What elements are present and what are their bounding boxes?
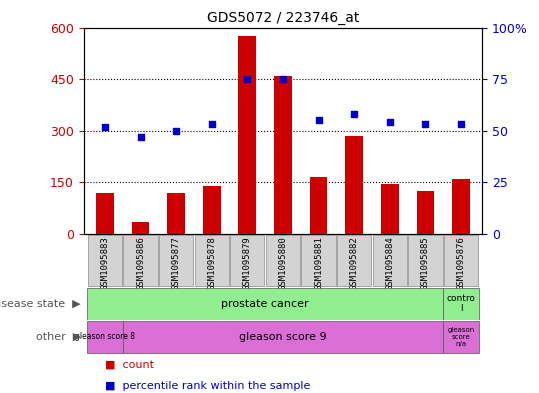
Point (421, 121, 430, 128)
Text: other  ▶: other ▶ (36, 332, 81, 342)
FancyBboxPatch shape (409, 235, 443, 286)
FancyBboxPatch shape (123, 321, 443, 353)
FancyBboxPatch shape (443, 321, 479, 353)
Text: contro
l: contro l (447, 294, 475, 313)
Text: GSM1095882: GSM1095882 (350, 237, 358, 290)
Text: GSM1095877: GSM1095877 (171, 237, 181, 290)
FancyBboxPatch shape (87, 288, 443, 320)
Point (208, 121, 216, 128)
Text: GSM1095880: GSM1095880 (279, 237, 287, 290)
Text: GSM1095884: GSM1095884 (385, 237, 395, 290)
Point (385, 119, 394, 125)
Text: GSM1095876: GSM1095876 (457, 237, 466, 290)
Text: GSM1095886: GSM1095886 (136, 237, 145, 290)
Text: GSM1095883: GSM1095883 (100, 237, 109, 290)
FancyBboxPatch shape (230, 235, 265, 286)
FancyBboxPatch shape (443, 288, 479, 320)
Title: GDS5072 / 223746_at: GDS5072 / 223746_at (207, 11, 359, 25)
Text: gleason score 8: gleason score 8 (75, 332, 135, 342)
Bar (167, 193, 185, 234)
Text: GSM1095881: GSM1095881 (314, 237, 323, 290)
Text: GSM1095878: GSM1095878 (208, 237, 216, 290)
FancyBboxPatch shape (266, 235, 300, 286)
FancyBboxPatch shape (373, 235, 407, 286)
Bar (452, 179, 470, 234)
Point (136, 134, 145, 140)
FancyBboxPatch shape (337, 235, 371, 286)
Bar (238, 36, 256, 234)
Text: GSM1095879: GSM1095879 (243, 237, 252, 290)
FancyBboxPatch shape (123, 235, 157, 286)
Bar (345, 136, 363, 234)
FancyBboxPatch shape (444, 235, 478, 286)
Text: GSM1095885: GSM1095885 (421, 237, 430, 290)
Text: ■  percentile rank within the sample: ■ percentile rank within the sample (105, 381, 310, 391)
Bar (203, 185, 220, 234)
FancyBboxPatch shape (301, 235, 336, 286)
FancyBboxPatch shape (88, 235, 122, 286)
Point (243, 76, 252, 82)
Point (101, 123, 109, 130)
Text: gleason score 9: gleason score 9 (239, 332, 327, 342)
FancyBboxPatch shape (195, 235, 229, 286)
Point (457, 121, 465, 128)
Bar (96, 193, 114, 234)
Bar (310, 177, 328, 234)
FancyBboxPatch shape (87, 321, 123, 353)
Point (314, 117, 323, 123)
Bar (274, 75, 292, 234)
Point (172, 127, 181, 134)
Text: disease state  ▶: disease state ▶ (0, 299, 81, 309)
Bar (417, 191, 434, 234)
Text: prostate cancer: prostate cancer (222, 299, 309, 309)
Text: gleason
score
n/a: gleason score n/a (447, 327, 475, 347)
Bar (381, 184, 399, 234)
Bar (132, 222, 149, 234)
Text: ■  count: ■ count (105, 360, 154, 369)
FancyBboxPatch shape (159, 235, 194, 286)
Point (350, 111, 358, 117)
Point (279, 76, 287, 82)
